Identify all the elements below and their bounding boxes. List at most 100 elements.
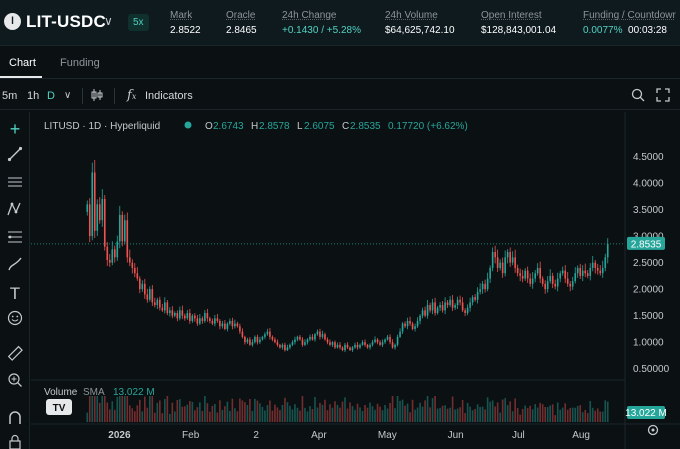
candle-body bbox=[571, 281, 574, 287]
candle-body bbox=[304, 342, 306, 345]
candle-body bbox=[539, 267, 541, 279]
volume-bar bbox=[556, 402, 559, 422]
lock-icon[interactable] bbox=[4, 434, 26, 449]
candle-body bbox=[471, 297, 474, 303]
candle-body bbox=[181, 310, 184, 316]
volume-sma-value: 13.022 M bbox=[113, 387, 155, 398]
volume-bar bbox=[444, 405, 446, 422]
fib-retracement-icon[interactable] bbox=[4, 229, 26, 251]
candle-body bbox=[311, 336, 314, 340]
zoom-in-icon[interactable] bbox=[4, 372, 26, 394]
current-price-badge bbox=[627, 236, 665, 250]
candle-body bbox=[419, 315, 421, 321]
volume-bar bbox=[118, 396, 121, 422]
candle-body bbox=[404, 323, 406, 327]
text-tool-icon[interactable]: T bbox=[9, 284, 21, 303]
market-header: l LIT-USDC ∨ 5x Mark 2.8522 Oracle 2.846… bbox=[0, 0, 680, 46]
candle-body bbox=[251, 342, 254, 345]
candle-type-icon[interactable] bbox=[90, 88, 104, 105]
candle-body bbox=[551, 275, 554, 284]
volume-bar bbox=[216, 412, 219, 422]
volume-bar bbox=[541, 404, 544, 422]
candle-body bbox=[206, 313, 209, 319]
volume-bar bbox=[581, 412, 584, 422]
candle-body bbox=[111, 249, 114, 263]
volume-bar bbox=[481, 406, 484, 422]
volume-bar bbox=[596, 408, 599, 422]
candle-body bbox=[156, 299, 159, 306]
candle-body bbox=[534, 273, 536, 279]
volume-bar bbox=[369, 402, 371, 422]
candle-body bbox=[579, 267, 582, 276]
magnify-icon[interactable] bbox=[631, 88, 645, 105]
volume-bar bbox=[504, 398, 506, 422]
time-axis-labels: 2026 Feb 2 Apr May Jun Jul Aug bbox=[108, 430, 590, 441]
candle-body bbox=[364, 342, 366, 345]
volume-bar bbox=[326, 410, 329, 422]
pitchfork-icon[interactable] bbox=[4, 201, 26, 223]
indicators-button[interactable]: Indicators bbox=[145, 90, 193, 102]
function-icon[interactable]: fx bbox=[127, 88, 137, 103]
volume-bar bbox=[411, 399, 414, 422]
volume-bar bbox=[156, 402, 159, 422]
volume-bar bbox=[604, 400, 607, 422]
volume-bar bbox=[549, 405, 552, 422]
chevron-down-icon[interactable]: ∨ bbox=[104, 14, 113, 28]
candle-body bbox=[519, 273, 521, 276]
leverage-badge[interactable]: 5x bbox=[128, 14, 149, 31]
ruler-icon[interactable] bbox=[4, 345, 26, 367]
volume-bar bbox=[251, 411, 254, 422]
price-chart[interactable]: 4.50004.00003.50003.00002.50002.00001.50… bbox=[31, 112, 680, 449]
fullscreen-icon[interactable] bbox=[656, 88, 670, 105]
candle-body bbox=[349, 347, 351, 351]
volume-bar bbox=[349, 402, 351, 422]
interval-5m[interactable]: 5m bbox=[2, 90, 18, 102]
candle-body bbox=[411, 323, 414, 329]
crosshair-icon[interactable]: + bbox=[9, 119, 21, 139]
candle-body bbox=[314, 334, 316, 340]
magnet-icon[interactable] bbox=[4, 410, 26, 432]
volume-bar bbox=[131, 408, 134, 422]
volume-bar bbox=[401, 399, 404, 422]
time-axis-label: Jul bbox=[512, 430, 525, 441]
candle-body bbox=[103, 198, 106, 247]
candle-body bbox=[344, 344, 346, 351]
candle-body bbox=[86, 204, 89, 212]
volume-bar bbox=[399, 400, 401, 422]
candle-body bbox=[481, 283, 484, 290]
volume-bar bbox=[294, 404, 296, 422]
volume-bar bbox=[311, 408, 314, 422]
volume-bar bbox=[461, 400, 464, 422]
volume-bar bbox=[154, 412, 156, 422]
candle-body bbox=[374, 339, 376, 343]
horizontal-lines-icon[interactable] bbox=[4, 174, 26, 196]
legend-h-label: H bbox=[251, 121, 258, 132]
candle-body bbox=[376, 339, 379, 343]
tab-chart[interactable]: Chart bbox=[9, 57, 36, 69]
interval-1d[interactable]: D bbox=[47, 90, 55, 102]
volume-bar bbox=[339, 407, 341, 422]
tab-funding[interactable]: Funding bbox=[60, 57, 100, 69]
pair-selector[interactable]: LIT-USDC bbox=[26, 12, 106, 31]
volume-bar bbox=[204, 396, 206, 422]
candle-body bbox=[554, 283, 557, 287]
candle-body bbox=[161, 307, 164, 311]
current-price-label: 2.8535 bbox=[631, 239, 662, 250]
trend-line-icon[interactable] bbox=[4, 146, 26, 168]
chevron-down-icon[interactable]: ∨ bbox=[64, 90, 72, 101]
candle-body bbox=[416, 320, 419, 327]
stat-funding-countdown: Funding / Countdowr 0.0077% 00:03:28 bbox=[583, 10, 676, 36]
volume-bar bbox=[601, 411, 604, 422]
candlestick-chart[interactable]: 4.50004.00003.50003.00002.50002.00001.50… bbox=[31, 112, 680, 449]
brush-icon[interactable] bbox=[4, 256, 26, 278]
candle-body bbox=[424, 310, 426, 316]
volume-bar bbox=[389, 403, 391, 422]
candle-body bbox=[559, 273, 562, 279]
exchange-logo: l bbox=[4, 13, 21, 30]
candle-body bbox=[259, 339, 261, 343]
candle-body bbox=[371, 342, 374, 345]
emoji-icon[interactable] bbox=[4, 310, 26, 332]
volume-bar bbox=[456, 408, 459, 422]
candle-body bbox=[326, 339, 329, 343]
interval-1h[interactable]: 1h bbox=[27, 90, 40, 102]
